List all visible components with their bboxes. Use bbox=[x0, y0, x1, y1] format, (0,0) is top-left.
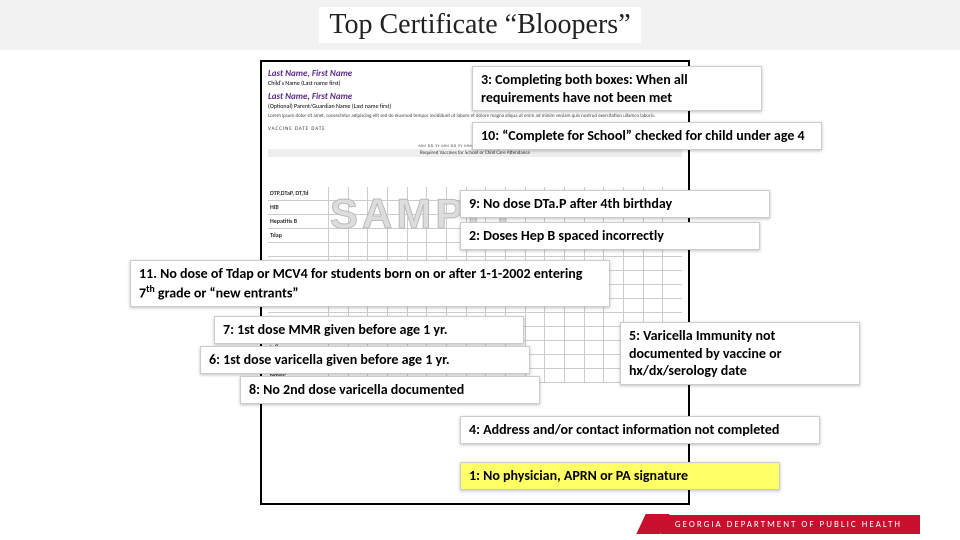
callout-c9: 9: No dose DTa.P after 4th birthday bbox=[460, 190, 770, 218]
callout-c7: 7: 1st dose MMR given before age 1 yr. bbox=[214, 316, 524, 344]
callout-c6: 6: 1st dose varicella given before age 1… bbox=[200, 346, 530, 374]
callout-c1: 1: No physician, APRN or PA signature bbox=[460, 462, 780, 490]
slide: Top Certificate “Bloopers” Last Name, Fi… bbox=[0, 0, 960, 540]
footer: GEORGIA DEPARTMENT OF PUBLIC HEALTH bbox=[641, 514, 920, 534]
callout-c4: 4: Address and/or contact information no… bbox=[460, 416, 820, 444]
form-row-label: HIB bbox=[268, 201, 328, 214]
form-row-label: DTP,DTaP, DT,Td bbox=[268, 187, 328, 200]
callout-c11: 11. No dose of Tdap or MCV4 for students… bbox=[130, 260, 610, 307]
form-instructions: Lorem ipsum dolor sit amet, consectetur … bbox=[268, 114, 682, 120]
form-grid-title: Required Vaccines for School or Child Ca… bbox=[268, 149, 682, 157]
form-row-label: Tdap bbox=[268, 229, 328, 242]
form-row-label: Hepatitis B bbox=[268, 215, 328, 228]
callout-c8: 8: No 2nd dose varicella documented bbox=[240, 376, 540, 404]
footer-text: GEORGIA DEPARTMENT OF PUBLIC HEALTH bbox=[661, 515, 920, 534]
callout-c2: 2: Doses Hep B spaced incorrectly bbox=[460, 222, 760, 250]
callout-c3: 3: Completing both boxes: When all requi… bbox=[472, 66, 762, 111]
callout-c5: 5: Varicella Immunity not documented by … bbox=[620, 322, 860, 385]
form-row-label bbox=[268, 243, 328, 256]
callout-c10: 10: “Complete for School” checked for ch… bbox=[472, 122, 822, 150]
title-bar: Top Certificate “Bloopers” bbox=[0, 0, 960, 50]
page-title: Top Certificate “Bloopers” bbox=[319, 7, 640, 43]
